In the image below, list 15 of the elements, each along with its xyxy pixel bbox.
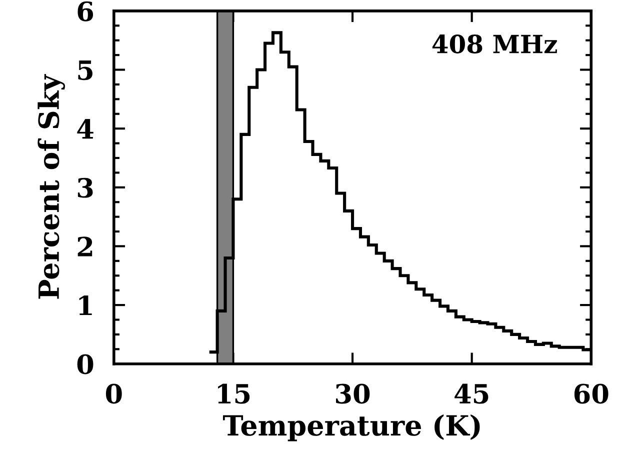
x-tick-label: 30: [336, 384, 370, 404]
y-tick-label: 2: [78, 236, 92, 256]
y-axis-title: Percent of Sky: [38, 74, 65, 299]
y-tick-label: 1: [79, 295, 92, 316]
x-tick-label: 60: [574, 384, 608, 404]
annotation: 408 MHz: [432, 34, 557, 54]
y-tick-label: 5: [78, 60, 92, 80]
y-tick-label: 3: [78, 178, 93, 198]
x-tick-label: 0: [106, 384, 122, 404]
y-tick-label: 4: [77, 119, 94, 139]
x-axis-title: Temperature (K): [222, 414, 480, 442]
x-tick-label: 45: [454, 384, 488, 404]
x-tick-label: 15: [218, 384, 250, 404]
y-tick-label: 6: [78, 1, 94, 22]
y-tick-label: 0: [77, 354, 94, 374]
